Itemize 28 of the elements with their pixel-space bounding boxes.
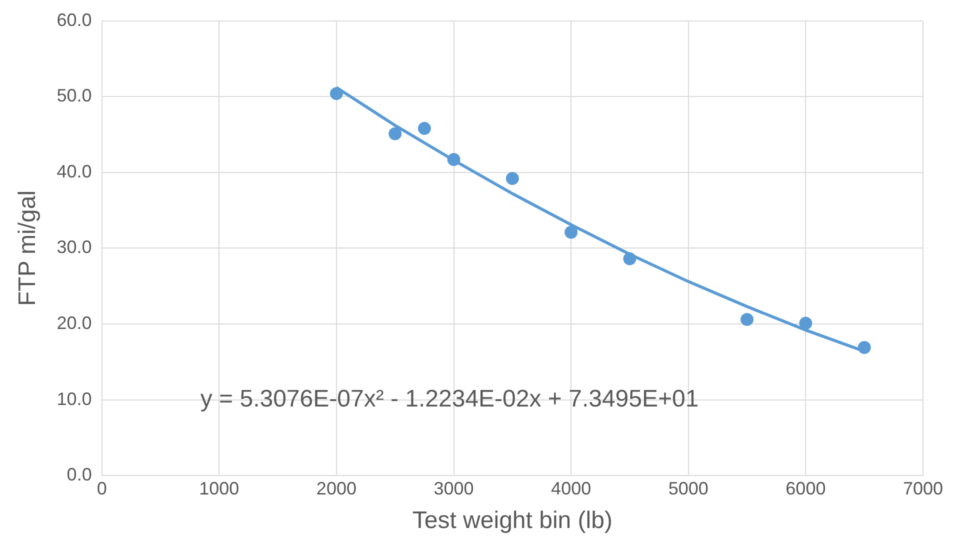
y-tick-label: 20.0	[56, 312, 92, 333]
x-tick-label: 2000	[316, 478, 356, 498]
point	[447, 153, 460, 166]
annotation: y = 5.3076E-07x² - 1.2234E-02x + 7.3495E+01	[200, 385, 699, 412]
x-tick-label: 3000	[434, 478, 474, 498]
y-tick-label: 0.0	[66, 464, 92, 485]
x-tick-label: 6000	[786, 478, 826, 498]
x-axis-title: Test weight bin (lb)	[412, 507, 612, 534]
point	[564, 226, 578, 239]
point	[740, 312, 754, 326]
y-tick-label: 40.0	[56, 161, 92, 182]
point	[858, 341, 871, 354]
x-tick-label: 1000	[199, 478, 240, 498]
y-tick-label: 10.0	[56, 388, 92, 409]
x-tick-label: 4000	[551, 478, 592, 498]
point	[799, 316, 812, 330]
y-tick-label: 30.0	[56, 237, 92, 258]
point	[330, 87, 343, 100]
point	[418, 122, 431, 135]
point	[623, 252, 636, 266]
point	[506, 172, 519, 185]
x-tick-label: 0	[96, 478, 107, 498]
x-tick-label: 5000	[668, 478, 708, 498]
point	[388, 127, 402, 140]
y-axis-title: FTP mi/gal	[14, 190, 42, 306]
y-tick-label: 60.0	[56, 10, 92, 30]
x-tick-label: 7000	[902, 478, 944, 498]
y-tick-label: 50.0	[56, 86, 92, 106]
